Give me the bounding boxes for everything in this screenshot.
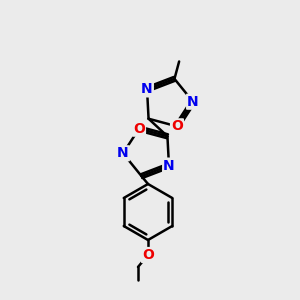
Text: O: O bbox=[171, 119, 183, 133]
Text: N: N bbox=[187, 95, 199, 109]
Text: N: N bbox=[117, 146, 129, 160]
Text: O: O bbox=[133, 122, 145, 136]
Text: N: N bbox=[163, 159, 175, 172]
Text: N: N bbox=[141, 82, 153, 96]
Text: O: O bbox=[142, 248, 154, 262]
